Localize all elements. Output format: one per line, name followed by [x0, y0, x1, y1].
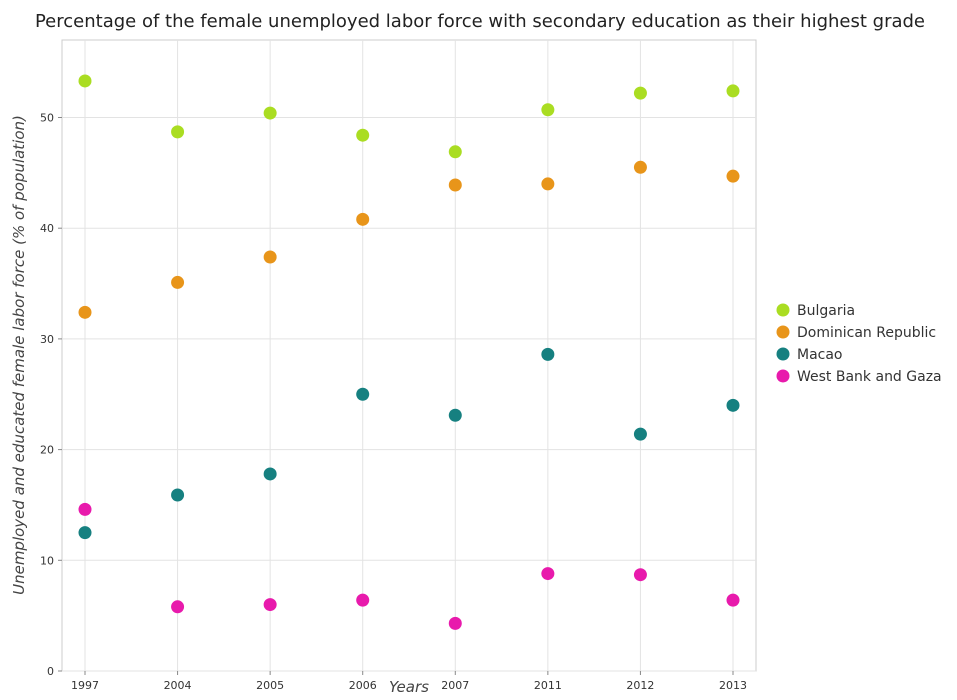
x-tick-label: 2006 — [349, 679, 377, 692]
x-tick-label: 2012 — [626, 679, 654, 692]
data-point-west-bank-and-gaza — [171, 600, 185, 614]
data-point-macao — [171, 488, 185, 502]
data-point-west-bank-and-gaza — [726, 593, 740, 607]
y-axis-ticks: 0 10 20 30 40 50 — [40, 111, 62, 678]
data-point-bulgaria — [356, 128, 370, 142]
data-point-bulgaria — [633, 86, 647, 100]
y-tick-label: 20 — [40, 444, 54, 457]
data-point-bulgaria — [171, 125, 185, 139]
y-tick-label: 0 — [47, 665, 54, 678]
legend-marker-dominican-republic — [776, 325, 790, 339]
data-point-west-bank-and-gaza — [78, 502, 92, 516]
data-point-west-bank-and-gaza — [541, 567, 555, 581]
data-point-dominican-republic — [263, 250, 277, 264]
data-point-dominican-republic — [78, 305, 92, 319]
x-tick-label: 2005 — [256, 679, 284, 692]
plot-area: 0 10 20 30 40 50 1997 2004 2005 2006 2007 2011 2012… — [40, 39, 757, 692]
y-tick-label: 40 — [40, 222, 54, 235]
data-point-macao — [78, 526, 92, 540]
data-point-macao — [541, 347, 555, 361]
data-point-dominican-republic — [171, 275, 185, 289]
data-point-bulgaria — [541, 103, 555, 117]
data-point-bulgaria — [726, 84, 740, 98]
data-point-west-bank-and-gaza — [356, 593, 370, 607]
chart-title: Percentage of the female unemployed labo… — [35, 11, 925, 32]
x-tick-label: 1997 — [71, 679, 99, 692]
x-tick-label: 2013 — [719, 679, 747, 692]
data-point-bulgaria — [448, 145, 462, 159]
data-point-macao — [356, 387, 370, 401]
legend: Bulgaria Dominican Republic Macao West Bank… — [776, 303, 942, 385]
x-axis-ticks: 1997 2004 2005 2006 2007 2011 2012 2013 — [71, 671, 747, 692]
data-point-dominican-republic — [356, 212, 370, 226]
data-point-bulgaria — [263, 106, 277, 120]
data-points — [78, 74, 740, 630]
data-point-dominican-republic — [726, 169, 740, 183]
grid — [62, 40, 756, 672]
data-point-macao — [448, 408, 462, 422]
data-point-macao — [633, 427, 647, 441]
data-point-dominican-republic — [633, 160, 647, 174]
x-tick-label: 2011 — [534, 679, 562, 692]
legend-label-bulgaria: Bulgaria — [797, 303, 855, 319]
legend-marker-macao — [776, 347, 790, 361]
y-tick-label: 50 — [40, 111, 54, 124]
data-point-macao — [263, 467, 277, 481]
data-point-dominican-republic — [541, 177, 555, 191]
legend-label-dominican-republic: Dominican Republic — [797, 325, 936, 341]
data-point-west-bank-and-gaza — [263, 598, 277, 612]
y-tick-label: 30 — [40, 333, 54, 346]
x-tick-label: 2004 — [164, 679, 192, 692]
data-point-bulgaria — [78, 74, 92, 88]
legend-label-macao: Macao — [797, 347, 843, 363]
x-axis-label: Years — [389, 678, 429, 696]
legend-marker-bulgaria — [776, 303, 790, 317]
plot-background — [61, 39, 757, 672]
data-point-dominican-republic — [448, 178, 462, 192]
y-axis-label: Unemployed and educated female labor for… — [10, 115, 28, 595]
data-point-west-bank-and-gaza — [633, 568, 647, 582]
legend-marker-west-bank-and-gaza — [776, 369, 790, 383]
legend-label-west-bank-and-gaza: West Bank and Gaza — [797, 369, 942, 385]
data-point-west-bank-and-gaza — [448, 616, 462, 630]
data-point-macao — [726, 398, 740, 412]
x-tick-label: 2007 — [441, 679, 469, 692]
y-tick-label: 10 — [40, 554, 54, 567]
